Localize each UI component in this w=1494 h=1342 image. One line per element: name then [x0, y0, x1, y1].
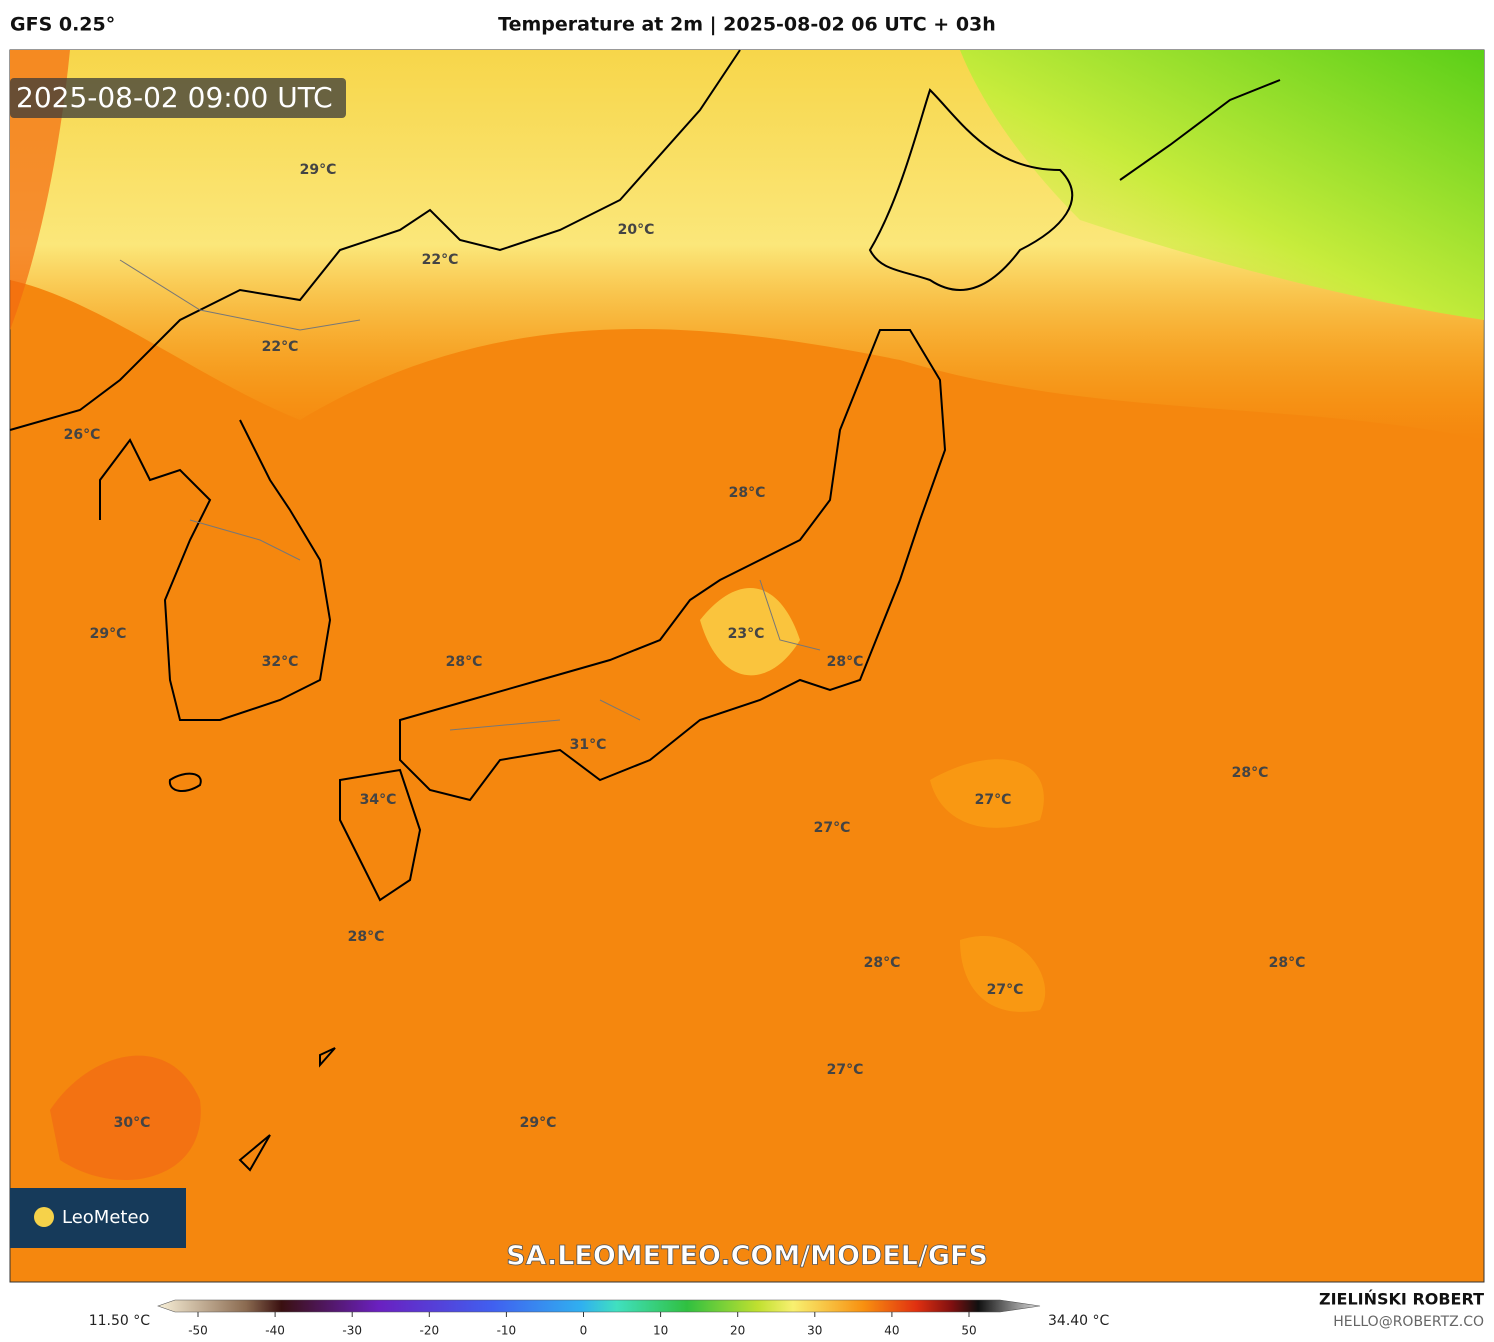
temperature-label: 28°C: [348, 929, 385, 945]
coastline: [168, 772, 336, 1172]
cool-patch: [930, 759, 1046, 1012]
coastline: [99, 419, 332, 721]
timestamp-box: [10, 78, 346, 118]
temperature-label: 29°C: [300, 162, 337, 178]
map: 29°C 20°C 22°C 22°C 26°C 28°C 29°C 32°C 28°C 23°C…: [9, 49, 1485, 1283]
colorbar-tick-label: -40: [265, 1324, 285, 1338]
colorbar-tick-label: 10: [653, 1324, 668, 1338]
colorbar-scale: [157, 1299, 1041, 1313]
temperature-label: 22°C: [422, 252, 459, 268]
temperature-label: 34°C: [360, 792, 397, 808]
warm-zone: [50, 1055, 201, 1180]
coastline: [1119, 79, 1281, 181]
coastline: [868, 88, 1074, 291]
border-line: [119, 259, 821, 731]
colorbar-tick-label: -20: [419, 1324, 439, 1338]
colorbar-tick-label: -10: [497, 1324, 517, 1338]
temperature-label: 26°C: [64, 427, 101, 443]
temperature-label: 23°C: [728, 626, 765, 642]
temperature-label: 28°C: [1232, 765, 1269, 781]
temperature-label: 27°C: [814, 820, 851, 836]
logo-sun: [34, 1207, 54, 1227]
temperature-label: 29°C: [90, 626, 127, 642]
temperature-label: 28°C: [446, 654, 483, 670]
email: HELLO@ROBERTZ.CO: [1333, 1314, 1484, 1330]
temperature-label: 27°C: [975, 792, 1012, 808]
borders: [119, 259, 821, 731]
colorbar-tick-label: -30: [342, 1324, 362, 1338]
mountain-cool: [700, 587, 800, 676]
temperature-label: 28°C: [827, 654, 864, 670]
colorbar-tick-label: 40: [884, 1324, 899, 1338]
cold-zone: [960, 50, 1484, 320]
colorbar-tick-label: 30: [807, 1324, 822, 1338]
coastlines: [9, 49, 1281, 1172]
temperature-label: 27°C: [987, 982, 1024, 998]
temperature-label: 28°C: [1269, 955, 1306, 971]
temperature-label: 27°C: [827, 1062, 864, 1078]
coastline: [9, 49, 741, 431]
temperature-label: 28°C: [729, 485, 766, 501]
coastline: [399, 329, 947, 802]
coastline: [339, 768, 422, 902]
logo: LeoMeteo: [62, 1207, 150, 1228]
colorbar-min: 11.50 °C: [89, 1313, 151, 1329]
temperature-label: 31°C: [570, 737, 607, 753]
temperature-label: 20°C: [618, 222, 655, 238]
timestamp: 2025-08-02 09:00 UTC: [16, 81, 333, 114]
temperature-label: 22°C: [262, 339, 299, 355]
model-name: GFS 0.25°: [10, 14, 115, 36]
chart-title: Temperature at 2m | 2025-08-02 06 UTC + …: [498, 14, 996, 36]
warm-zone: [10, 50, 70, 330]
colorbar-tick-label: 50: [961, 1324, 976, 1338]
watermark: SA.LEOMETEO.COM/MODEL/GFS: [506, 1241, 988, 1272]
temperature-labels: 29°C 20°C 22°C 22°C 26°C 28°C 29°C 32°C 28°C 23°C…: [64, 162, 1306, 1131]
temperature-label: 28°C: [864, 955, 901, 971]
colorbar-ticks: -50 -40 -30 -20 -10 0 10 20 30 40 50: [188, 1312, 977, 1338]
colorbar-tick-label: -50: [188, 1324, 208, 1338]
temperature-label: 32°C: [262, 654, 299, 670]
colorbar-tick-label: 0: [580, 1324, 588, 1338]
temperature-label: 29°C: [520, 1115, 557, 1131]
colorbar-max: 34.40 °C: [1048, 1313, 1110, 1329]
colorbar: 11.50 °C 34.40 °C -50 -40 -30 -20 -10 0 10 20 30…: [89, 1299, 1110, 1338]
temperature-label: 30°C: [114, 1115, 151, 1131]
colorbar-tick-label: 20: [730, 1324, 745, 1338]
author: ZIELIŃSKI ROBERT: [1319, 1290, 1484, 1309]
